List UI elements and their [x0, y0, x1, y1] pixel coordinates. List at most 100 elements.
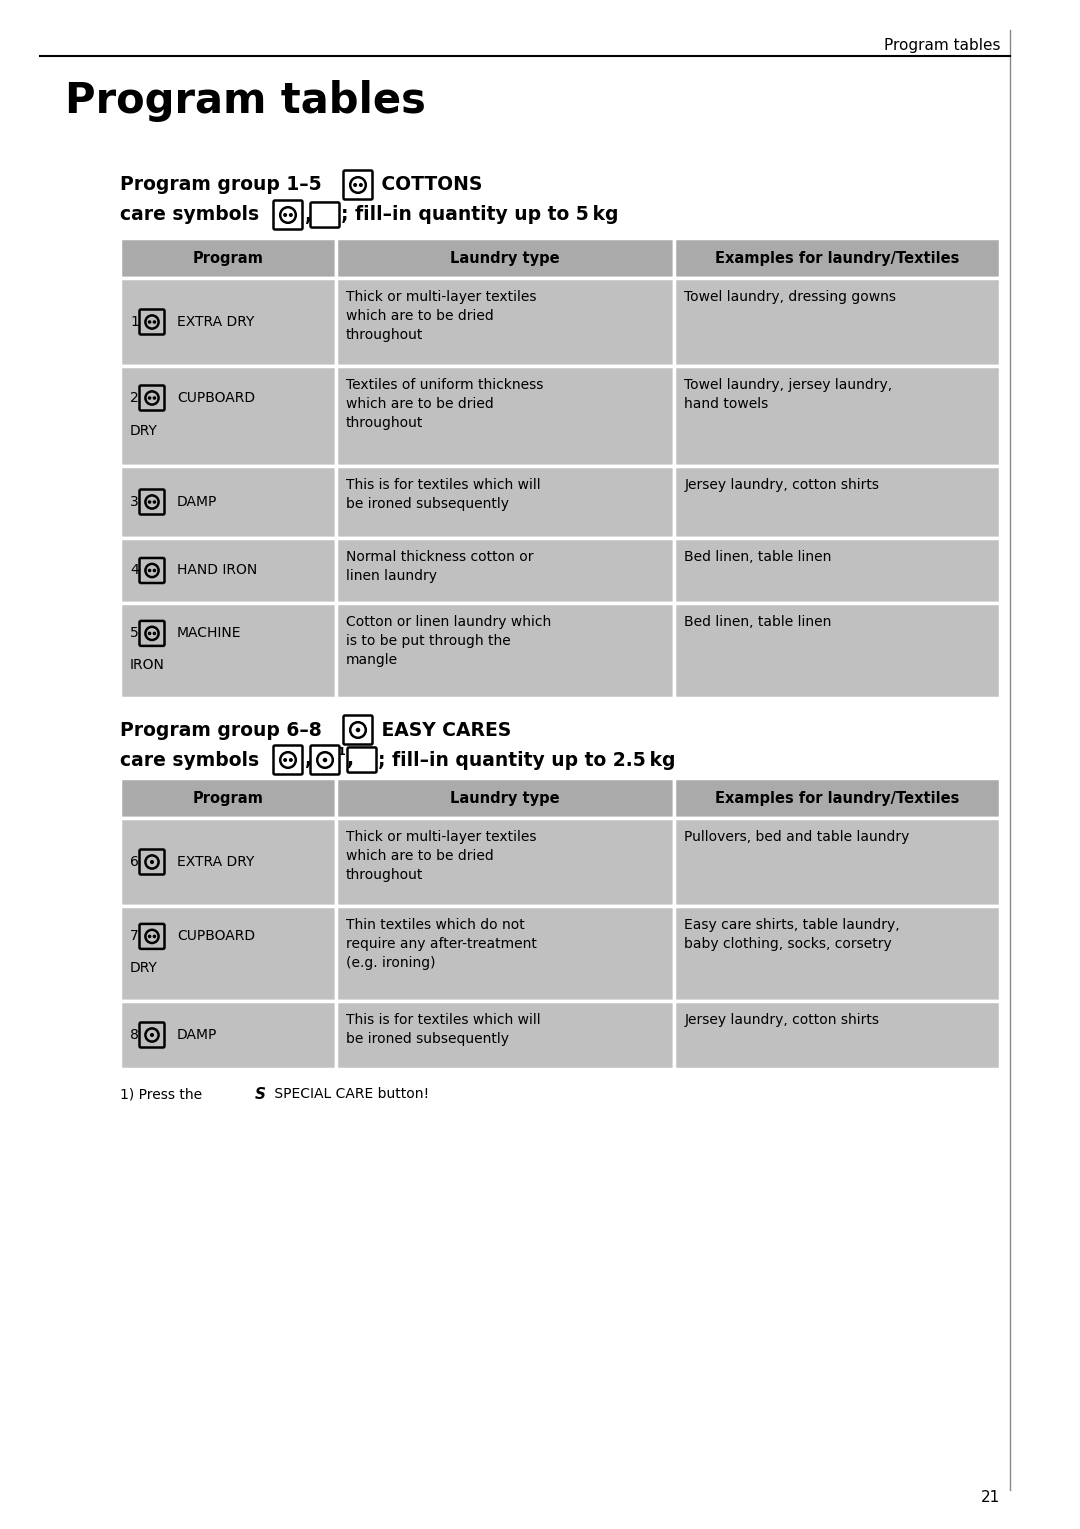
Text: Examples for laundry/Textiles: Examples for laundry/Textiles: [715, 790, 959, 806]
Text: HAND IRON: HAND IRON: [177, 564, 257, 578]
Circle shape: [323, 758, 326, 761]
Text: Program tables: Program tables: [883, 38, 1000, 54]
Circle shape: [360, 183, 362, 187]
Bar: [674, 907, 1000, 1001]
Bar: [336, 278, 674, 365]
Text: 1: 1: [130, 315, 139, 329]
Bar: [674, 239, 1000, 278]
Bar: [120, 538, 336, 602]
Text: DAMP: DAMP: [177, 1027, 217, 1041]
Circle shape: [153, 569, 156, 572]
Bar: [336, 818, 674, 907]
Circle shape: [284, 758, 286, 761]
Text: care symbols: care symbols: [120, 205, 266, 225]
Circle shape: [148, 569, 151, 572]
Bar: [336, 778, 674, 818]
Text: Examples for laundry/Textiles: Examples for laundry/Textiles: [715, 251, 959, 266]
Text: ; fill–in quantity up to 5 kg: ; fill–in quantity up to 5 kg: [341, 205, 619, 225]
Text: 6: 6: [130, 855, 139, 868]
Text: Thick or multi-layer textiles
which are to be dried
throughout: Thick or multi-layer textiles which are …: [346, 830, 536, 882]
Bar: [120, 907, 336, 1001]
Text: COTTONS: COTTONS: [375, 176, 483, 194]
Bar: [120, 278, 336, 365]
Text: DRY: DRY: [130, 960, 158, 976]
Bar: [674, 602, 1000, 699]
Bar: [120, 1001, 336, 1069]
Text: Laundry type: Laundry type: [450, 251, 559, 266]
Text: IRON: IRON: [130, 657, 165, 671]
Text: Bed linen, table linen: Bed linen, table linen: [685, 615, 832, 628]
Circle shape: [148, 633, 151, 635]
Text: DAMP: DAMP: [177, 495, 217, 509]
Circle shape: [284, 214, 286, 216]
Bar: [674, 1001, 1000, 1069]
Text: Laundry type: Laundry type: [450, 790, 559, 806]
Text: Towel laundry, dressing gowns: Towel laundry, dressing gowns: [685, 291, 896, 304]
Text: Textiles of uniform thickness
which are to be dried
throughout: Textiles of uniform thickness which are …: [346, 378, 543, 430]
Bar: [336, 907, 674, 1001]
Bar: [336, 602, 674, 699]
Bar: [120, 778, 336, 818]
Text: EXTRA DRY: EXTRA DRY: [177, 315, 255, 329]
Text: ; fill–in quantity up to 2.5 kg: ; fill–in quantity up to 2.5 kg: [378, 751, 675, 769]
Bar: [336, 466, 674, 538]
Circle shape: [148, 502, 151, 503]
Text: This is for textiles which will
be ironed subsequently: This is for textiles which will be irone…: [346, 1014, 540, 1046]
Text: Program tables: Program tables: [65, 80, 426, 122]
Bar: [336, 538, 674, 602]
Circle shape: [356, 728, 360, 731]
Text: Program group 6–8: Program group 6–8: [120, 720, 328, 740]
Text: EASY CARES: EASY CARES: [375, 720, 511, 740]
Circle shape: [148, 936, 151, 937]
Text: Towel laundry, jersey laundry,
hand towels: Towel laundry, jersey laundry, hand towe…: [685, 378, 892, 411]
Circle shape: [153, 398, 156, 399]
Bar: [674, 466, 1000, 538]
Text: CUPBOARD: CUPBOARD: [177, 930, 255, 943]
Text: 4: 4: [130, 564, 138, 578]
Circle shape: [148, 321, 151, 323]
Text: Jersey laundry, cotton shirts: Jersey laundry, cotton shirts: [685, 1014, 879, 1027]
Text: Easy care shirts, table laundry,
baby clothing, socks, corsetry: Easy care shirts, table laundry, baby cl…: [685, 917, 900, 951]
Text: 1) Press the: 1) Press the: [120, 1087, 206, 1101]
Bar: [674, 778, 1000, 818]
Bar: [674, 365, 1000, 466]
Bar: [120, 365, 336, 466]
Text: This is for textiles which will
be ironed subsequently: This is for textiles which will be irone…: [346, 479, 540, 511]
Text: Normal thickness cotton or
linen laundry: Normal thickness cotton or linen laundry: [346, 550, 534, 583]
Text: Thin textiles which do not
require any after-treatment
(e.g. ironing): Thin textiles which do not require any a…: [346, 917, 537, 969]
Text: S: S: [255, 1087, 266, 1102]
Bar: [336, 365, 674, 466]
Circle shape: [151, 1034, 153, 1037]
Text: Jersey laundry, cotton shirts: Jersey laundry, cotton shirts: [685, 479, 879, 492]
Text: 3: 3: [130, 495, 138, 509]
Text: Bed linen, table linen: Bed linen, table linen: [685, 550, 832, 564]
Text: 21: 21: [981, 1489, 1000, 1505]
Text: 1: 1: [338, 748, 346, 757]
Circle shape: [153, 633, 156, 635]
Text: Thick or multi-layer textiles
which are to be dried
throughout: Thick or multi-layer textiles which are …: [346, 291, 536, 342]
Text: MACHINE: MACHINE: [177, 627, 242, 641]
Text: ,: ,: [305, 205, 319, 225]
Bar: [120, 602, 336, 699]
Bar: [336, 239, 674, 278]
Text: 5: 5: [130, 627, 138, 641]
Circle shape: [153, 502, 156, 503]
Text: Program: Program: [192, 251, 264, 266]
Text: ,: ,: [347, 751, 361, 769]
Bar: [674, 278, 1000, 365]
Bar: [674, 818, 1000, 907]
Circle shape: [354, 183, 356, 187]
Text: ,: ,: [305, 751, 319, 769]
Text: Program group 1–5: Program group 1–5: [120, 176, 328, 194]
Text: 2: 2: [130, 391, 138, 405]
Text: Program: Program: [192, 790, 264, 806]
Text: Cotton or linen laundry which
is to be put through the
mangle: Cotton or linen laundry which is to be p…: [346, 615, 551, 667]
Text: Pullovers, bed and table laundry: Pullovers, bed and table laundry: [685, 830, 909, 844]
Circle shape: [289, 214, 293, 216]
Text: DRY: DRY: [130, 424, 158, 437]
Circle shape: [289, 758, 293, 761]
Bar: [336, 1001, 674, 1069]
Text: 7: 7: [130, 930, 138, 943]
Text: 8: 8: [130, 1027, 139, 1041]
Circle shape: [148, 398, 151, 399]
